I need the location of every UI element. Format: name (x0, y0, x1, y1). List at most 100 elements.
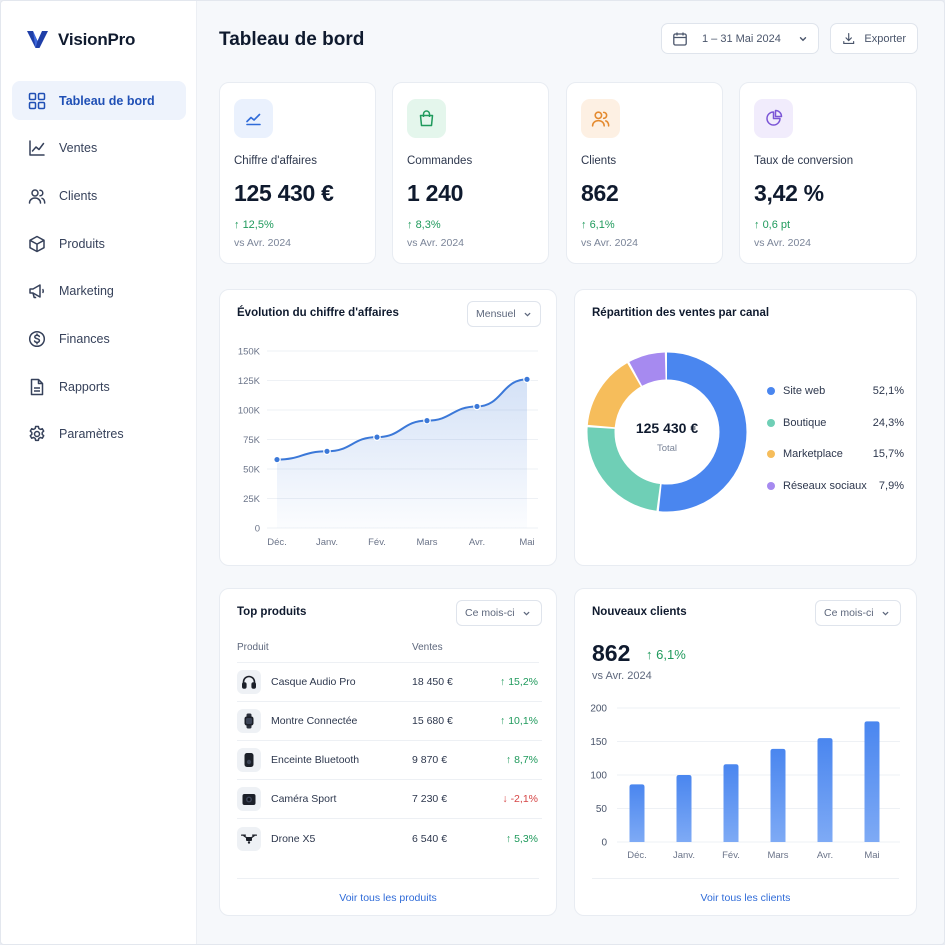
chart-line-icon (29, 140, 45, 156)
grid-icon (28, 92, 46, 109)
kpi-delta: ↑ 6,1% (581, 219, 615, 231)
table-row[interactable]: Montre Connectée 15 680 € ↑ 10,1% (237, 702, 542, 741)
product-delta-value: -2,1% (510, 793, 538, 805)
bar[interactable] (629, 784, 645, 842)
data-point[interactable] (423, 416, 431, 425)
product-sales: 9 870 € (412, 754, 448, 766)
chevron-down-icon (799, 36, 807, 41)
sidebar-item-tableau-de-bord[interactable]: Tableau de bord (12, 81, 186, 120)
legend-swatch (767, 450, 775, 458)
channel-donut-chart (587, 352, 747, 512)
sidebar-item-finances[interactable]: Finances (12, 319, 186, 358)
x-tick-label: Mars (767, 850, 788, 861)
sidebar-item-rapports[interactable]: Rapports (12, 367, 186, 406)
product-thumb (237, 709, 261, 733)
document-icon (30, 378, 44, 395)
data-point[interactable] (523, 375, 531, 384)
donut-center-label: Total (656, 443, 678, 454)
sidebar-item-ventes[interactable]: Ventes (12, 129, 186, 168)
donut-slice[interactable] (587, 352, 747, 512)
sidebar-item-parametres[interactable]: Paramètres (12, 415, 186, 454)
card-footer-divider (592, 878, 899, 879)
product-name: Drone X5 (271, 832, 316, 845)
product-delta-value: 8,7% (514, 754, 538, 766)
sidebar-item-label: Tableau de bord (59, 93, 155, 108)
view-all-clients-link[interactable]: Voir tous les clients (700, 892, 791, 904)
legend-value: 24,3% (872, 416, 904, 429)
legend-item[interactable]: Site web 52,1% (767, 385, 904, 397)
table-row[interactable]: Casque Audio Pro 18 450 € ↑ 15,2% (237, 663, 542, 702)
drone-icon (241, 834, 257, 844)
revenue-chart-card: Évolution du chiffre d'affaires Mensuel … (219, 289, 557, 566)
clients-delta-value: 6,1% (656, 647, 686, 662)
legend-item[interactable]: Marketplace 15,7% (767, 448, 904, 460)
date-range-picker[interactable]: 1 – 31 Mai 2024 (661, 23, 819, 54)
table-row[interactable]: Enceinte Bluetooth 9 870 € ↑ 8,7% (237, 741, 542, 780)
sidebar-item-clients[interactable]: Clients (12, 176, 186, 215)
bar[interactable] (723, 764, 739, 842)
date-range-value: 1 – 31 Mai 2024 (702, 32, 781, 45)
legend-swatch (767, 481, 775, 490)
card-title: Nouveaux clients (592, 606, 687, 618)
kpi-compare: vs Avr. 2024 (581, 237, 639, 249)
sidebar-item-label: Rapports (59, 379, 110, 394)
donut-slice[interactable] (587, 352, 747, 512)
bar[interactable] (676, 775, 692, 842)
bar[interactable] (864, 721, 880, 842)
top-products-card: Top produits Ce mois-ci Produit Ventes C… (219, 588, 557, 916)
y-tick-label: 100 (590, 771, 607, 782)
product-name: Montre Connectée (271, 715, 358, 727)
legend-value: 7,9% (878, 479, 904, 492)
legend-item[interactable]: Réseaux sociaux 7,9% (767, 480, 904, 492)
sidebar-item-marketing[interactable]: Marketing (12, 272, 186, 311)
kpi-delta-value: 0,6 pt (762, 219, 791, 231)
x-tick-label: Fév. (368, 537, 386, 548)
data-point[interactable] (373, 433, 381, 441)
sidebar-item-produits[interactable]: Produits (12, 224, 186, 263)
dollar-circle-icon (28, 330, 46, 347)
download-icon (843, 32, 855, 45)
box-icon (29, 235, 45, 252)
sidebar-item-label: Produits (59, 236, 105, 251)
data-point[interactable] (273, 455, 281, 464)
card-footer-divider (237, 878, 539, 879)
data-point[interactable] (323, 447, 331, 456)
legend-label: Boutique (783, 416, 827, 429)
period-select[interactable]: Ce mois-ci (815, 600, 901, 626)
period-select-value: Mensuel (476, 308, 516, 320)
bar[interactable] (817, 738, 833, 842)
x-tick-label: Mai (864, 850, 879, 861)
users-icon (28, 189, 46, 204)
table-row[interactable]: Caméra Sport 7 230 € ↓ -2,1% (237, 780, 542, 819)
legend-swatch (767, 418, 775, 427)
arrow-up-icon: ↑ (754, 219, 763, 231)
period-select[interactable]: Ce mois-ci (456, 600, 542, 626)
kpi-delta: ↑ 8,3% (407, 219, 441, 231)
card-title: Top produits (237, 606, 307, 618)
product-delta-value: 10,1% (508, 715, 538, 727)
y-tick-label: 50K (243, 465, 261, 476)
arrow-up-icon: ↑ (407, 219, 416, 231)
x-tick-label: Déc. (627, 850, 647, 861)
bar[interactable] (770, 748, 786, 842)
kpi-value: 3,42 % (754, 180, 824, 206)
legend-value: 15,7% (872, 448, 904, 460)
period-select-value: Ce mois-ci (824, 607, 874, 619)
headphones-icon (241, 675, 256, 689)
legend-swatch (767, 387, 775, 395)
view-all-products-link[interactable]: Voir tous les produits (339, 892, 437, 904)
export-button[interactable]: Exporter (830, 23, 918, 54)
kpi-icon-bg (754, 99, 793, 138)
legend-item[interactable]: Boutique 24,3% (767, 417, 904, 429)
table-row[interactable]: Drone X5 6 540 € ↑ 5,3% (237, 819, 542, 858)
sidebar-item-label: Clients (59, 188, 98, 203)
logo[interactable]: VisionPro (26, 29, 135, 50)
kpi-delta-value: 8,3% (415, 219, 441, 231)
period-select[interactable]: Mensuel (467, 301, 541, 327)
camera-icon (242, 794, 256, 805)
clients-delta: ↑ 6,1% (646, 647, 686, 662)
y-tick-label: 150K (238, 347, 261, 358)
product-delta: ↑ 10,1% (500, 715, 538, 727)
data-point[interactable] (473, 402, 481, 411)
